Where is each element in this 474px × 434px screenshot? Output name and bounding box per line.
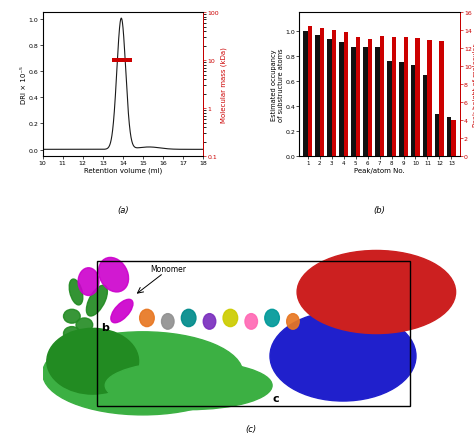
Bar [344, 33, 348, 157]
Ellipse shape [203, 314, 216, 329]
Bar [428, 41, 432, 157]
Bar [308, 26, 312, 157]
Text: (a): (a) [117, 206, 128, 215]
Ellipse shape [64, 327, 80, 341]
Bar [375, 48, 380, 157]
Ellipse shape [182, 309, 196, 327]
Bar [451, 121, 456, 157]
Bar [447, 118, 451, 157]
Ellipse shape [287, 314, 299, 329]
Bar [327, 40, 332, 157]
Bar [303, 32, 308, 157]
Ellipse shape [86, 286, 108, 316]
Text: (c): (c) [246, 424, 257, 433]
Bar [380, 37, 384, 157]
Bar [315, 36, 319, 157]
Bar [368, 40, 372, 157]
Bar [403, 38, 408, 157]
X-axis label: Retention volume (ml): Retention volume (ml) [84, 168, 162, 174]
Bar [416, 39, 420, 157]
Ellipse shape [43, 332, 243, 415]
Ellipse shape [297, 251, 456, 334]
Y-axis label: DRI × 10⁻⁵: DRI × 10⁻⁵ [21, 66, 27, 104]
Ellipse shape [265, 309, 279, 327]
Ellipse shape [78, 268, 99, 296]
Ellipse shape [270, 311, 416, 401]
Text: c: c [272, 393, 279, 403]
Bar [97, 261, 410, 406]
Text: (b): (b) [374, 206, 385, 215]
Bar [392, 38, 396, 157]
Bar [411, 66, 416, 157]
Bar [339, 43, 344, 157]
Ellipse shape [111, 299, 133, 323]
Text: Monomer: Monomer [150, 264, 186, 273]
Bar [439, 42, 444, 157]
Y-axis label: Molecular mass (kDa): Molecular mass (kDa) [220, 47, 227, 123]
Y-axis label: Estimated occupancy
of substructure atoms: Estimated occupancy of substructure atom… [271, 48, 284, 122]
Bar [319, 29, 324, 157]
Bar [387, 62, 392, 157]
Bar [423, 76, 428, 157]
Bar [332, 31, 336, 157]
Ellipse shape [69, 279, 83, 305]
Ellipse shape [99, 258, 128, 292]
Bar [399, 63, 403, 157]
Ellipse shape [223, 309, 237, 327]
Bar [351, 47, 356, 157]
Bar [435, 115, 439, 157]
Bar [363, 48, 368, 157]
Ellipse shape [105, 362, 272, 410]
Ellipse shape [245, 314, 257, 329]
Text: b: b [101, 322, 109, 332]
Bar [356, 38, 360, 157]
Ellipse shape [76, 318, 93, 332]
Ellipse shape [64, 309, 80, 323]
X-axis label: Peak/atom No.: Peak/atom No. [354, 168, 405, 174]
Ellipse shape [47, 329, 138, 394]
Ellipse shape [140, 309, 154, 327]
Y-axis label: Peak height of molecular
map: Peak height of molecular map [473, 43, 474, 126]
Ellipse shape [162, 314, 174, 329]
